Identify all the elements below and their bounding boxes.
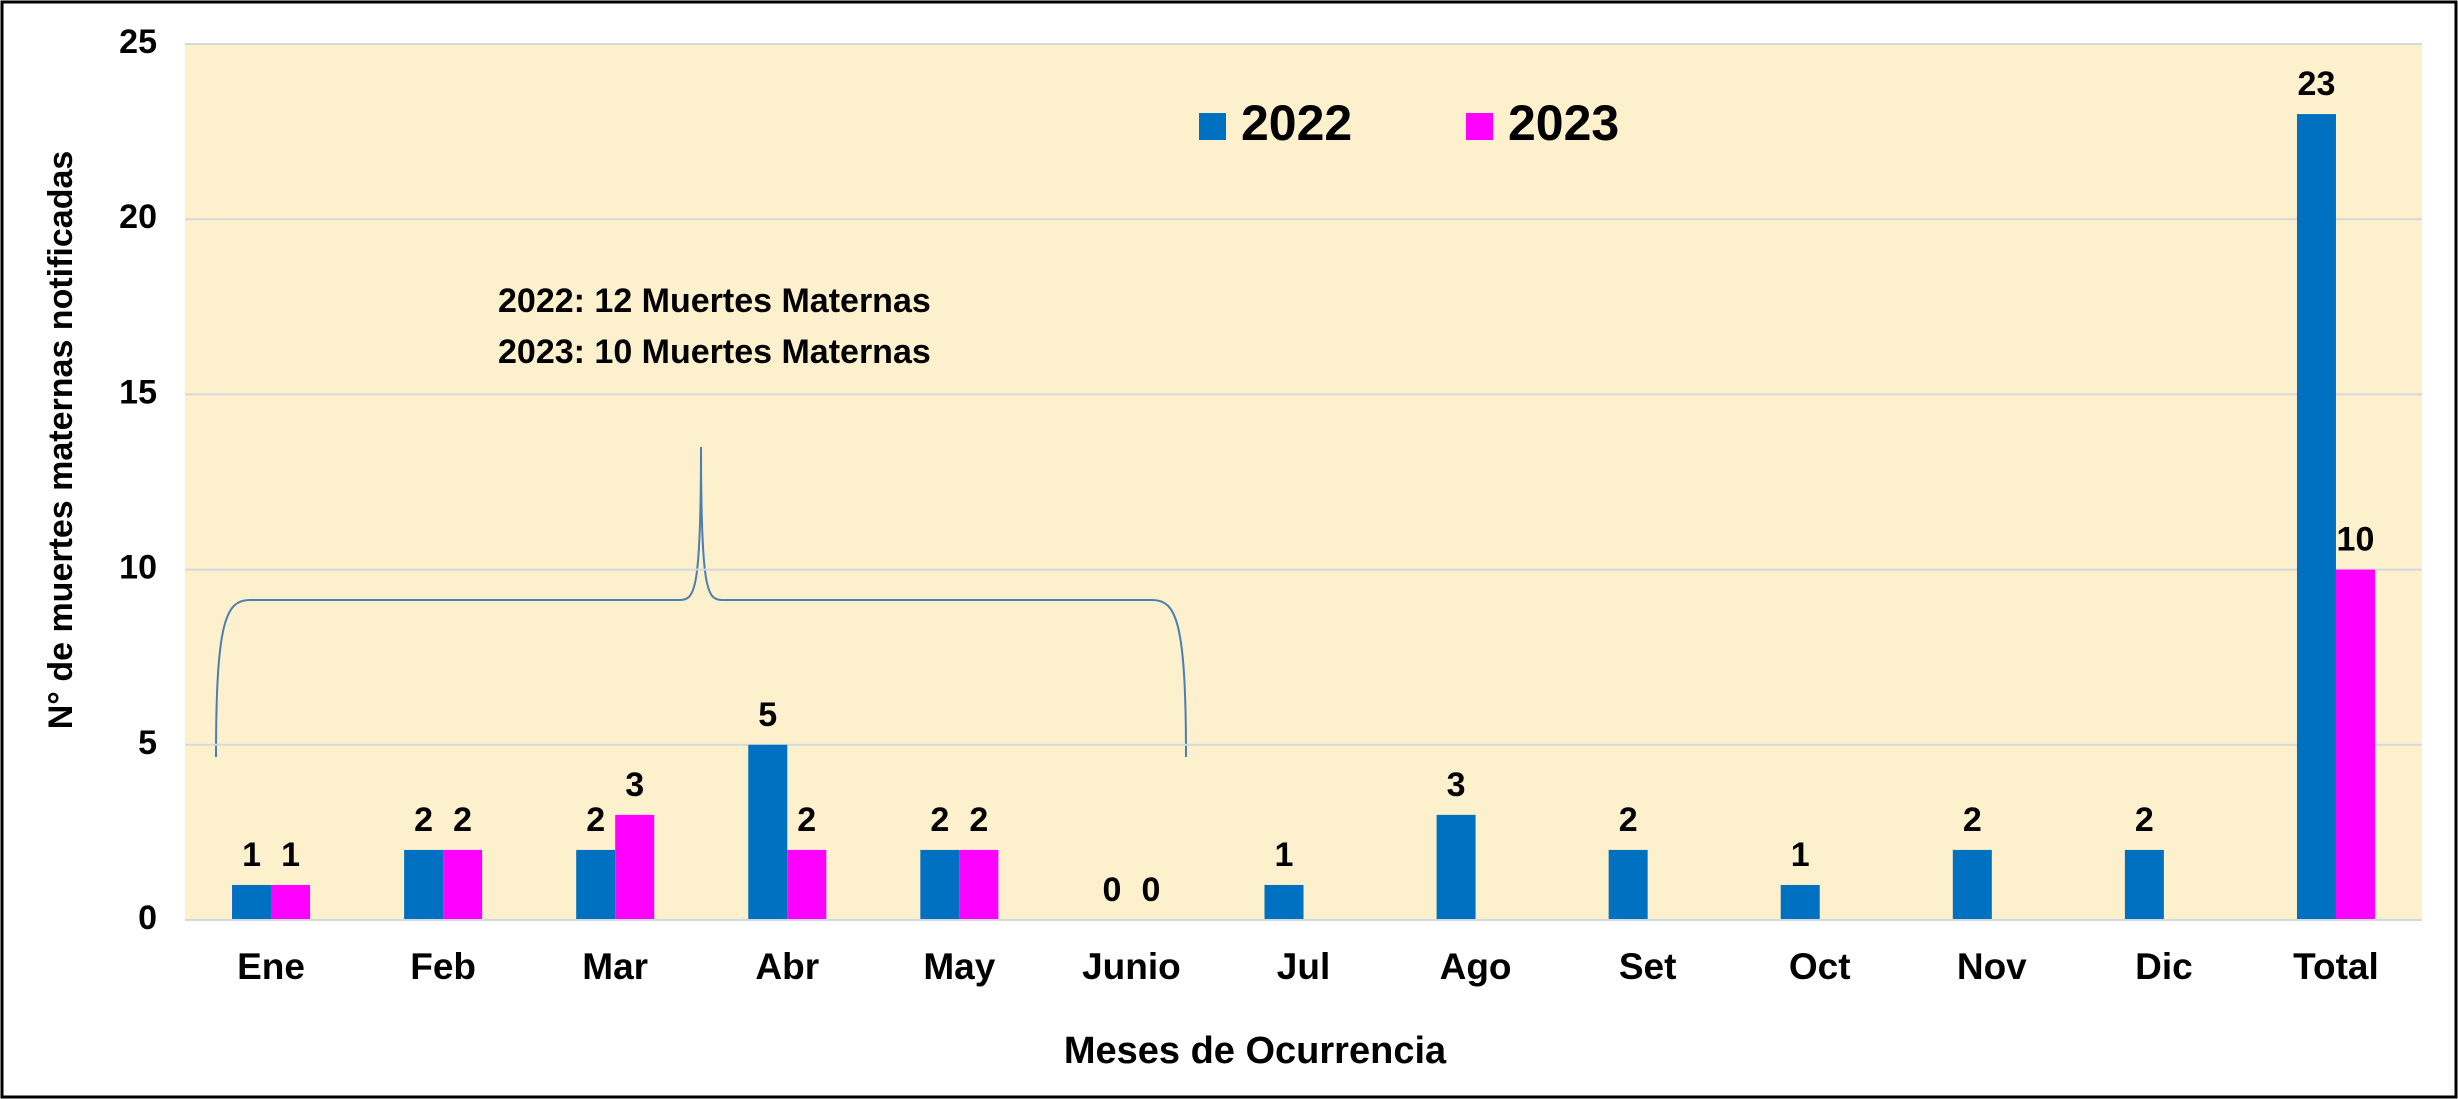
bar bbox=[404, 849, 444, 920]
value-label: 10 bbox=[2337, 521, 2375, 559]
x-tick-label: Nov bbox=[1957, 946, 2027, 987]
bar bbox=[271, 884, 311, 920]
bar bbox=[2335, 569, 2375, 920]
value-label: 2 bbox=[414, 801, 433, 839]
value-label: 1 bbox=[1275, 836, 1294, 874]
x-tick-label: Ago bbox=[1440, 946, 1512, 987]
legend-label: 2023 bbox=[1508, 95, 1619, 151]
y-axis-title: N° de muertes maternas notificadas bbox=[42, 151, 80, 730]
x-tick-label: Oct bbox=[1789, 946, 1851, 987]
x-tick-label: Dic bbox=[2135, 946, 2193, 987]
x-tick-label: Total bbox=[2293, 946, 2379, 987]
annotation: 2022: 12 Muertes Maternas bbox=[498, 282, 931, 320]
x-tick-label: Ene bbox=[237, 946, 305, 987]
value-label: 2 bbox=[1619, 801, 1638, 839]
value-label: 1 bbox=[242, 836, 261, 874]
value-label: 2 bbox=[586, 801, 605, 839]
value-label: 0 bbox=[1141, 871, 1160, 909]
legend-swatch bbox=[1466, 113, 1493, 140]
bar bbox=[443, 849, 483, 920]
value-label: 2 bbox=[1963, 801, 1982, 839]
bar bbox=[959, 849, 999, 920]
legend-label: 2022 bbox=[1241, 95, 1352, 151]
bar bbox=[1952, 849, 1992, 920]
value-label: 23 bbox=[2298, 65, 2336, 103]
y-tick-label: 5 bbox=[138, 724, 157, 762]
bar bbox=[787, 849, 827, 920]
value-label: 3 bbox=[1447, 766, 1466, 804]
value-label: 1 bbox=[281, 836, 300, 874]
y-tick-label: 25 bbox=[119, 23, 157, 61]
y-tick-label: 15 bbox=[119, 373, 157, 411]
value-label: 2 bbox=[969, 801, 988, 839]
annotation: 2023: 10 Muertes Maternas bbox=[498, 333, 931, 371]
bar bbox=[1436, 814, 1476, 920]
value-label: 2 bbox=[797, 801, 816, 839]
bar bbox=[232, 884, 272, 920]
x-tick-label: Feb bbox=[410, 946, 476, 987]
x-tick-label: May bbox=[923, 946, 995, 987]
brace bbox=[215, 446, 1187, 758]
bar bbox=[748, 744, 788, 920]
x-tick-label: Junio bbox=[1082, 946, 1181, 987]
bar bbox=[2124, 849, 2164, 920]
bar bbox=[1608, 849, 1648, 920]
bar bbox=[1264, 884, 1304, 920]
value-label: 2 bbox=[2135, 801, 2154, 839]
value-label: 3 bbox=[625, 766, 644, 804]
bar bbox=[920, 849, 960, 920]
bar bbox=[576, 849, 616, 920]
value-label: 5 bbox=[758, 696, 777, 734]
bar bbox=[2296, 114, 2336, 920]
x-axis-title: Meses de Ocurrencia bbox=[1064, 1030, 1447, 1072]
x-tick-label: Abr bbox=[755, 946, 819, 987]
y-tick-label: 0 bbox=[138, 899, 157, 937]
legend-swatch bbox=[1199, 113, 1226, 140]
bar bbox=[1780, 884, 1820, 920]
x-tick-label: Mar bbox=[582, 946, 648, 987]
value-label: 2 bbox=[930, 801, 949, 839]
plot-area bbox=[185, 44, 2422, 920]
value-label: 2 bbox=[453, 801, 472, 839]
x-tick-label: Set bbox=[1619, 946, 1677, 987]
value-label: 1 bbox=[1791, 836, 1810, 874]
y-tick-label: 10 bbox=[119, 549, 157, 587]
y-tick-label: 20 bbox=[119, 198, 157, 236]
x-tick-label: Jul bbox=[1277, 946, 1330, 987]
bar bbox=[615, 814, 655, 920]
value-label: 0 bbox=[1102, 871, 1121, 909]
